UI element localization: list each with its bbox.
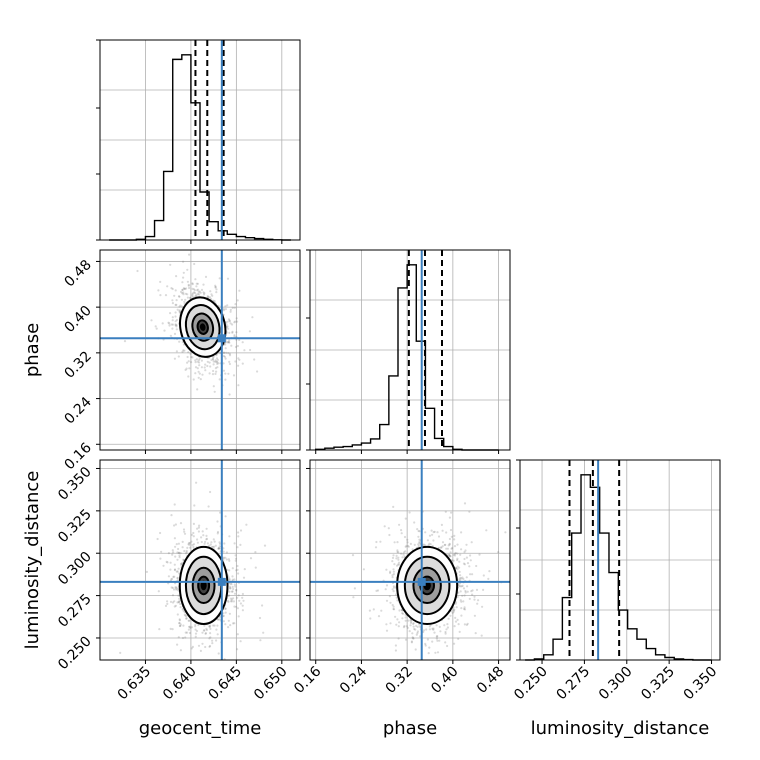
x-tick-label: 0.300 [596, 664, 636, 704]
truth-marker [217, 577, 226, 586]
panel-content [100, 460, 300, 660]
x-tick-label: 0.24 [337, 663, 370, 696]
contour-line [197, 575, 211, 596]
scatter-panel-geocent_time-luminosity_distance [99, 459, 301, 661]
x-tick-label: 0.645 [206, 664, 246, 704]
x-tick-label: 0.325 [638, 664, 678, 704]
x-tick-label: 0.650 [251, 664, 291, 704]
x-axis-label-geocent_time: geocent_time [139, 718, 262, 739]
panel-frame [519, 459, 721, 661]
truth-marker [417, 577, 426, 586]
x-axis-luminosity_distance: 0.250 0.275 0.300 0.325 0.350 luminosity_dist… [511, 660, 720, 739]
y-axis-label-luminosity_distance: luminosity_distance [22, 471, 43, 650]
y-tick-label: 0.24 [61, 394, 94, 427]
scatter-panel-phase-luminosity_distance [309, 459, 511, 661]
contour-line [412, 566, 442, 605]
y-tick-label: 0.48 [61, 257, 94, 290]
contour-line [178, 545, 229, 625]
panel-frame [99, 39, 301, 241]
histogram-phase [315, 264, 499, 451]
y-tick-label: 0.40 [61, 303, 94, 336]
panel-content [100, 250, 300, 450]
y-axis-label-phase: phase [22, 323, 43, 377]
y-tick-label: 0.325 [55, 506, 95, 546]
y-tick-label: 0.275 [55, 591, 95, 631]
scatter-panel-geocent_time-phase [99, 249, 301, 451]
histogram-panel-phase [306, 249, 511, 451]
contour-line [403, 555, 451, 616]
x-axis-label-luminosity_distance: luminosity_distance [531, 718, 710, 739]
x-tick-label: 0.635 [115, 664, 155, 704]
contour-line [191, 566, 216, 605]
x-tick-label: 0.40 [428, 664, 461, 697]
contour-line [196, 319, 209, 335]
histogram-geocent_time [109, 54, 291, 241]
panel-frame [99, 459, 301, 661]
contour-line [396, 545, 459, 625]
panel-frame [309, 249, 511, 451]
x-tick-label: 0.250 [511, 664, 551, 704]
x-tick-label: 0.48 [474, 664, 507, 697]
x-tick-label: 0.275 [554, 664, 594, 704]
contour-line [179, 296, 227, 358]
panel-content [310, 460, 510, 660]
density-peak [200, 580, 207, 591]
panel-frame [309, 459, 511, 661]
density-peak [199, 323, 206, 331]
panel-frame [99, 249, 301, 451]
y-tick-label: 0.250 [55, 633, 95, 673]
histogram-panel-geocent_time [96, 39, 301, 241]
x-tick-label: 0.350 [681, 664, 721, 704]
x-tick-label: 0.16 [291, 663, 324, 696]
contour-line [184, 304, 221, 351]
x-tick-label: 0.640 [160, 664, 200, 704]
y-tick-label: 0.32 [61, 348, 94, 381]
histogram-panel-luminosity_distance [516, 459, 721, 661]
contour-line [191, 312, 215, 342]
x-tick-label: 0.32 [383, 664, 416, 697]
y-tick-label: 0.300 [55, 549, 95, 589]
truth-marker [217, 334, 226, 343]
x-axis-label-phase: phase [383, 718, 437, 739]
